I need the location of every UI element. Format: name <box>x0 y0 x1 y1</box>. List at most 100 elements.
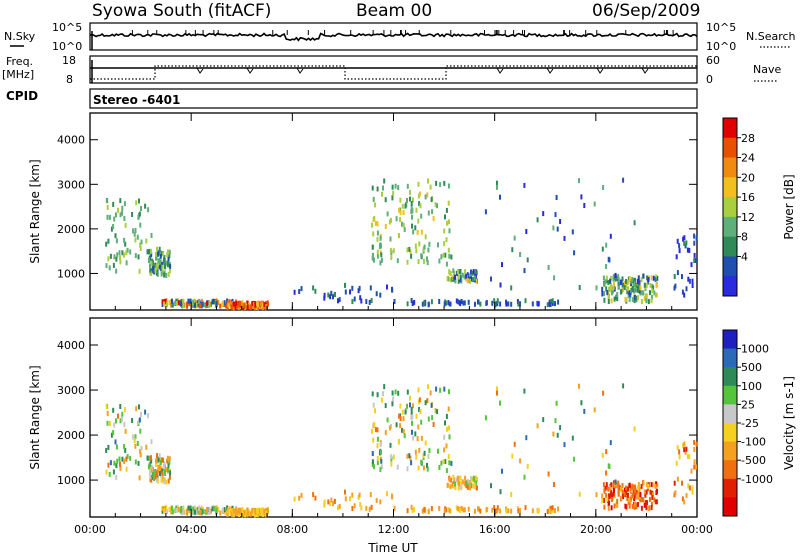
data-cell <box>479 301 482 307</box>
nave-line <box>90 65 697 80</box>
colorbar-segment <box>723 367 737 387</box>
data-cell <box>125 456 128 462</box>
data-cell <box>417 181 420 187</box>
data-cell <box>138 198 140 204</box>
data-cell <box>134 459 137 465</box>
data-cell <box>460 299 463 304</box>
data-cell <box>440 460 443 466</box>
data-cell <box>121 456 124 462</box>
data-cell <box>413 506 416 512</box>
data-cell <box>353 296 356 302</box>
data-cell <box>359 295 362 301</box>
y-axis-label: Slant Range [km] <box>28 365 42 469</box>
data-cell <box>462 300 465 306</box>
data-cell <box>633 298 636 304</box>
data-cell <box>622 383 625 389</box>
data-cell <box>547 471 550 477</box>
data-cell <box>376 427 379 433</box>
data-cell <box>452 276 455 282</box>
data-cell <box>523 182 526 188</box>
data-cell <box>344 282 346 288</box>
data-cell <box>389 247 392 253</box>
data-cell <box>420 229 423 235</box>
data-cell <box>123 422 126 428</box>
data-cell <box>243 510 246 515</box>
data-cell <box>124 428 127 434</box>
data-cell <box>531 301 534 307</box>
data-cell <box>393 505 396 511</box>
data-cell <box>603 282 606 288</box>
data-cell <box>221 300 224 306</box>
data-cell <box>105 448 108 453</box>
data-cell <box>426 260 429 266</box>
data-cell <box>617 284 620 290</box>
data-cell <box>376 221 379 227</box>
data-cell <box>261 302 264 308</box>
data-cell <box>139 246 142 251</box>
data-cell <box>642 480 645 486</box>
data-cell <box>411 223 413 229</box>
data-cell <box>686 454 689 459</box>
data-cell <box>674 283 677 289</box>
data-cell <box>633 495 636 500</box>
colorbar-label: Velocity [m s-1] <box>782 376 796 470</box>
data-cell <box>691 278 694 284</box>
data-cell <box>267 508 269 514</box>
data-cell <box>166 302 168 308</box>
data-cell <box>423 244 426 250</box>
data-cell <box>208 303 211 309</box>
data-cell <box>178 300 181 306</box>
data-cell <box>430 299 433 305</box>
data-cell <box>210 508 212 514</box>
data-cell <box>517 508 520 514</box>
data-cell <box>187 298 190 304</box>
data-cell <box>379 466 382 472</box>
data-cell <box>415 207 418 213</box>
colorbar-tick-label: -1000 <box>741 473 773 486</box>
data-cell <box>431 415 434 421</box>
data-cell <box>399 217 402 222</box>
data-cell <box>693 439 696 445</box>
data-cell <box>435 386 438 392</box>
data-cell <box>365 299 368 304</box>
data-cell <box>332 501 334 507</box>
data-cell <box>177 507 180 513</box>
data-cell <box>552 431 555 437</box>
data-cell <box>412 435 415 441</box>
data-cell <box>610 283 613 289</box>
data-cell <box>390 461 393 467</box>
data-cell <box>344 289 347 295</box>
data-cell <box>683 292 686 298</box>
data-cell <box>160 271 163 277</box>
data-cell <box>323 295 326 301</box>
data-cell <box>454 485 457 491</box>
data-cell <box>583 203 586 208</box>
data-cell <box>389 236 392 242</box>
data-cell <box>607 299 610 304</box>
data-cell <box>185 303 188 309</box>
data-cell <box>448 434 451 440</box>
data-cell <box>638 288 641 294</box>
data-cell <box>445 468 448 474</box>
data-cell <box>376 392 379 398</box>
data-cell <box>452 268 455 274</box>
data-cell <box>436 409 439 415</box>
data-cell <box>351 285 354 291</box>
data-cell <box>344 496 347 502</box>
data-cell <box>376 460 379 466</box>
data-cell <box>243 303 246 309</box>
data-cell <box>583 408 586 414</box>
data-cell <box>175 507 178 513</box>
data-cell <box>119 418 122 424</box>
data-cell <box>633 504 636 510</box>
data-cell <box>649 290 651 296</box>
data-cell <box>646 482 649 487</box>
data-cell <box>428 241 431 247</box>
data-cell <box>154 474 157 480</box>
data-cell <box>418 201 421 207</box>
data-cell <box>494 509 497 515</box>
data-cell <box>640 277 643 283</box>
data-cell <box>460 485 463 491</box>
data-cell <box>411 301 414 307</box>
data-cell <box>129 455 132 461</box>
